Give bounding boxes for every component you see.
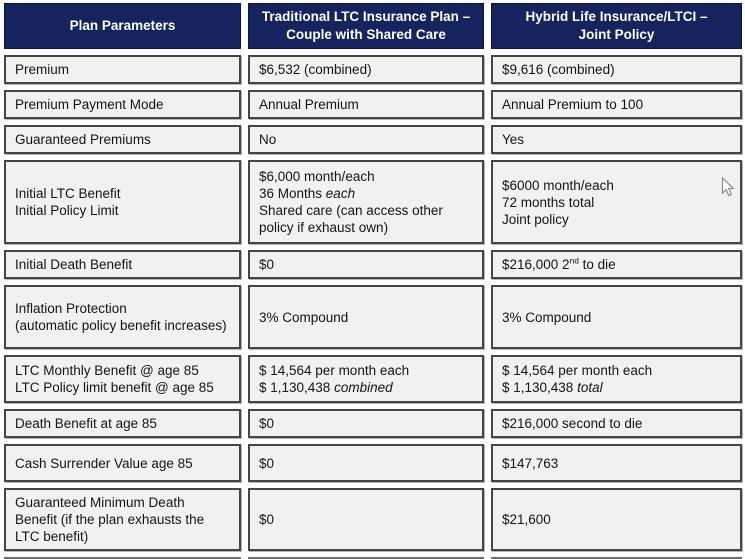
table-row: Guaranteed Premiums No Yes [4,125,745,154]
table-row: Initial Death Benefit $0 $216,000 2nd to d… [4,250,745,279]
cell-hybrid: 3% Compound [491,285,742,349]
partial-cell-traditional [248,557,484,559]
cell-param: Guaranteed Minimum Death Benefit (if the… [4,488,241,551]
partial-next-row [4,557,745,559]
cell-traditional: $6,532 (combined) [248,55,484,84]
cell-hybrid: Yes [491,125,742,154]
cell-traditional: $ 14,564 per month each $ 1,130,438 combi… [248,355,484,403]
cell-traditional: $0 [248,409,484,438]
cell-hybrid: $147,763 [491,444,742,482]
cell-param: Premium [4,55,241,84]
table-row: Death Benefit at age 85 $0 $216,000 second… [4,409,745,438]
cell-traditional: Annual Premium [248,90,484,119]
mouse-cursor-icon [721,177,735,197]
table-row: Premium $6,532 (combined) $9,616 (combined… [4,55,745,84]
partial-cell-hybrid [491,557,742,559]
cell-param: LTC Monthly Benefit @ age 85 LTC Policy l… [4,355,241,403]
partial-cell-param [4,557,241,559]
table-row: Inflation Protection (automatic policy be… [4,285,745,349]
cell-param: Death Benefit at age 85 [4,409,241,438]
cell-traditional: No [248,125,484,154]
header-plan-parameters: Plan Parameters [4,3,241,49]
table-header-row: Plan Parameters Traditional LTC Insuranc… [4,3,745,49]
header-traditional-ltc-plan: Traditional LTC Insurance Plan – Couple … [248,3,484,49]
cell-param: Cash Surrender Value age 85 [4,444,241,482]
table-body: Premium $6,532 (combined) $9,616 (combined… [4,55,745,551]
cell-traditional: $0 [248,444,484,482]
cell-param: Inflation Protection (automatic policy be… [4,285,241,349]
cell-hybrid: $9,616 (combined) [491,55,742,84]
cell-traditional: 3% Compound [248,285,484,349]
cell-hybrid: $6000 month/each 72 months total Joint pol… [491,160,742,244]
cell-traditional: $0 [248,250,484,279]
cell-param: Initial LTC Benefit Initial Policy Limit [4,160,241,244]
table-row: Guaranteed Minimum Death Benefit (if the… [4,488,745,551]
cell-param: Premium Payment Mode [4,90,241,119]
cell-param: Initial Death Benefit [4,250,241,279]
cell-traditional: $6,000 month/each 36 Months each Shared ca… [248,160,484,244]
header-hybrid-life-ltci-plan: Hybrid Life Insurance/LTCI – Joint Polic… [491,3,742,49]
table-row: Initial LTC Benefit Initial Policy Limit $… [4,160,745,244]
cell-param: Guaranteed Premiums [4,125,241,154]
cell-hybrid: $216,000 2nd to die [491,250,742,279]
table-row: LTC Monthly Benefit @ age 85 LTC Policy l… [4,355,745,403]
cell-traditional: $0 [248,488,484,551]
table-row: Premium Payment Mode Annual Premium Annual… [4,90,745,119]
cell-hybrid: $ 14,564 per month each $ 1,130,438 total [491,355,742,403]
cell-hybrid: Annual Premium to 100 [491,90,742,119]
cell-hybrid: $216,000 second to die [491,409,742,438]
cell-hybrid: $21,600 [491,488,742,551]
table-row: Cash Surrender Value age 85 $0 $147,763 [4,444,745,482]
